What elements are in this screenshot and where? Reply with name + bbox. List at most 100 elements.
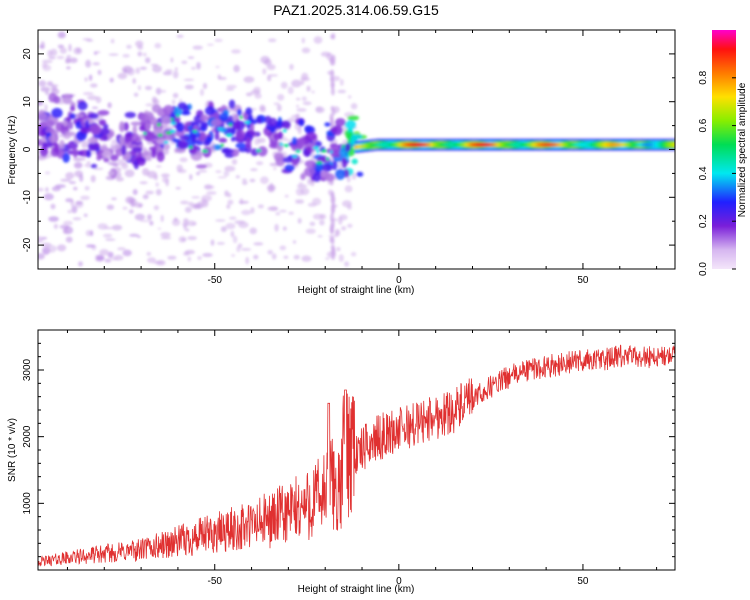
spectrogram-band-cell [630, 142, 632, 147]
spectrogram-blob [298, 118, 305, 127]
spectrogram-noise [155, 188, 162, 196]
spectrogram-blob [344, 143, 351, 152]
spectrogram-band-cell [469, 142, 471, 147]
spectrogram-blob [85, 119, 90, 129]
spectrogram-noise [165, 69, 173, 73]
spectrogram-band-cell [535, 142, 537, 147]
spectrogram-noise [56, 55, 65, 60]
spectrogram-noise [73, 47, 83, 55]
spectrogram-noise [320, 51, 331, 57]
spectrogram-blob [184, 121, 192, 127]
spectrogram-noise [85, 59, 92, 68]
spectrogram-noise [253, 254, 259, 260]
spectrogram-blob [42, 120, 55, 128]
spectrogram-noise [68, 181, 76, 185]
spectrogram-band-cell [416, 142, 419, 147]
spectrogram-noise [330, 87, 335, 96]
spectrogram-band-cell [629, 142, 631, 147]
spectrogram-band-cell [542, 142, 545, 147]
spectrogram-blob [228, 99, 236, 110]
spectrogram-noise [95, 51, 101, 54]
spectrogram-blob [72, 147, 78, 158]
spectrogram-noise [329, 76, 334, 82]
spectrogram-noise [334, 228, 341, 237]
spectrogram-noise [338, 254, 344, 262]
spectrogram-noise [259, 104, 266, 111]
spectrogram-band-cell [651, 142, 653, 147]
spectrogram-noise [250, 207, 255, 214]
spectrogram-noise [82, 38, 92, 41]
spectrogram-blob [70, 105, 76, 112]
spectrogram-band-cell [558, 142, 560, 147]
spectrogram-blob [305, 125, 316, 135]
spectrogram-noise [293, 254, 300, 260]
spectrogram-noise [179, 157, 188, 163]
spectrogram-noise [110, 257, 119, 261]
spectrogram-noise [71, 205, 78, 214]
spectrogram-noise [280, 81, 288, 89]
spectrogram-blob [68, 121, 74, 130]
spectrogram-noise [75, 200, 84, 205]
spectrogram-band-cell [481, 142, 483, 147]
spectrogram-noise [151, 96, 158, 104]
spectrogram-band-cell [665, 142, 667, 147]
spectrogram-band-cell [362, 144, 364, 149]
spectrogram-band-cell [519, 142, 522, 147]
spectrogram-noise [250, 89, 261, 95]
spectrogram-noise [297, 217, 302, 224]
spectrogram-noise [334, 177, 338, 181]
spectrogram-hotspot [282, 129, 287, 133]
spectrogram-band-cell [568, 142, 571, 147]
spectrogram-noise [73, 162, 83, 169]
spectrogram-band-cell [447, 142, 449, 147]
spectrogram-noise [217, 176, 227, 179]
spectrogram-band-cell [496, 142, 498, 147]
spectrogram-band-cell [383, 142, 385, 147]
spectrogram-noise [227, 192, 232, 198]
spectrogram-band-cell [660, 142, 662, 147]
spectrogram-band-cell [477, 142, 479, 147]
spectrogram-noise [46, 81, 54, 87]
spectrogram-band-cell [600, 142, 603, 147]
spectrogram-band-cell [437, 142, 439, 147]
spectrogram-axes: -50 0 50 -20 -10 0 10 20 [22, 29, 675, 286]
spectrogram-noise [315, 106, 325, 114]
spectrogram-noise [155, 165, 162, 168]
spectrogram-noise [249, 227, 257, 235]
spectrogram-band-cell [462, 142, 465, 147]
spectrogram-noise [249, 178, 256, 183]
spectrogram-noise [50, 203, 56, 210]
spectrogram-noise [84, 77, 88, 82]
spectrogram-band-cell [562, 142, 564, 147]
spectrogram-noise [339, 78, 344, 86]
x-tick-label: 50 [577, 275, 589, 286]
spectrogram-band-cell [538, 142, 541, 147]
spectrogram-blob [132, 125, 138, 135]
spectrogram-noise [329, 236, 334, 243]
spectrogram-noise [160, 236, 172, 240]
spectrogram-noise [170, 57, 174, 63]
spectrogram-band-cell [453, 142, 456, 147]
spectrogram-band-cell [420, 142, 422, 147]
spectrogram-blob [222, 148, 234, 154]
spectrogram-noise [152, 65, 162, 73]
spectrogram-blob [63, 119, 68, 128]
spectrogram-blob [139, 124, 147, 132]
spectrogram-band-cell [363, 144, 366, 149]
spectrogram-noise [301, 47, 311, 54]
spectrogram-noise [257, 137, 266, 144]
spectrogram-band-cell [524, 142, 527, 147]
spectrogram-noise [233, 64, 240, 73]
spectrogram-band-cell [611, 142, 613, 147]
spectrogram-band-cell [602, 142, 604, 147]
spectrogram-xlabel: Height of straight line (km) [298, 285, 415, 296]
spectrogram-hotspot [279, 142, 284, 146]
spectrogram-noise [162, 71, 173, 76]
spectrogram-noise [223, 170, 230, 177]
spectrogram-noise [184, 206, 192, 213]
x-tick-label: 0 [396, 275, 402, 286]
spectrogram-band-cell [455, 142, 457, 147]
spectrogram-blob [297, 138, 306, 148]
spectrogram-noise [273, 167, 277, 171]
spectrogram-noise [103, 227, 114, 230]
